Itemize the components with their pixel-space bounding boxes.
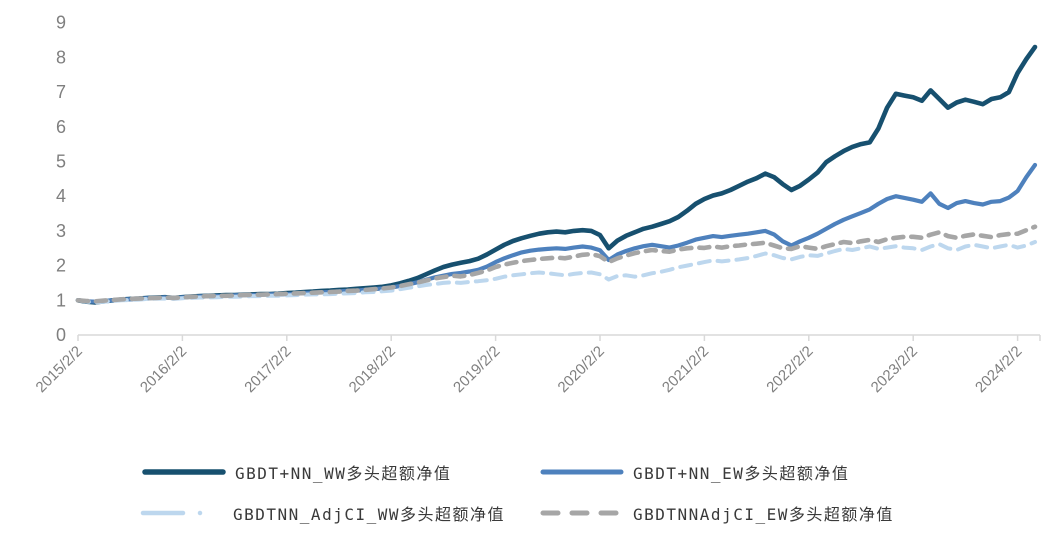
y-tick-label: 2 <box>56 256 66 276</box>
x-tick-label: 2024/2/2 <box>972 343 1025 396</box>
x-tick-label: 2019/2/2 <box>450 343 503 396</box>
x-tick-label: 2016/2/2 <box>137 343 190 396</box>
x-tick-label: 2018/2/2 <box>346 343 399 396</box>
x-tick-label: 2020/2/2 <box>555 343 608 396</box>
y-tick-label: 5 <box>56 152 66 172</box>
x-tick-label: 2022/2/2 <box>763 343 816 396</box>
y-tick-label: 6 <box>56 117 66 137</box>
series-line-3 <box>75 224 1038 304</box>
y-tick-label: 0 <box>56 325 66 345</box>
y-tick-label: 9 <box>56 13 66 33</box>
series-line-2 <box>76 240 1037 305</box>
x-tick-label: 2021/2/2 <box>659 343 712 396</box>
y-tick-label: 3 <box>56 221 66 241</box>
y-tick-label: 1 <box>56 290 66 310</box>
series-line-0 <box>75 44 1038 305</box>
y-tick-label: 7 <box>56 82 66 102</box>
x-tick-label: 2015/2/2 <box>33 343 86 396</box>
x-tick-label: 2023/2/2 <box>868 343 921 396</box>
y-tick-label: 8 <box>56 47 66 67</box>
x-tick-label: 2017/2/2 <box>241 343 294 396</box>
y-tick-label: 4 <box>56 186 66 206</box>
